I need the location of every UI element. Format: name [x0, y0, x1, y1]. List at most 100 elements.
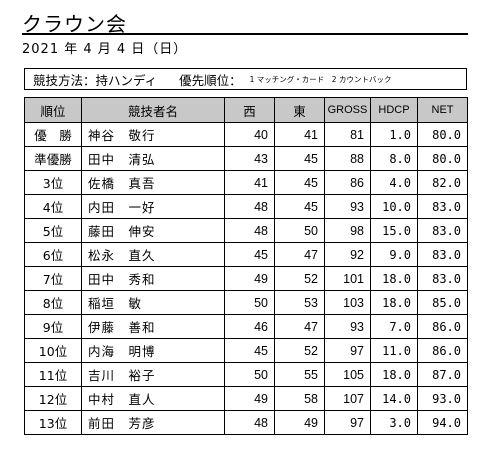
player-name-cell: 内田 一好 [81, 194, 225, 219]
east-score-cell: 53 [274, 290, 325, 315]
east-score-cell: 49 [274, 410, 325, 435]
player-name-cell: 藤田 伸安 [81, 218, 225, 243]
west-score-cell: 48 [224, 194, 275, 219]
handicap-cell: 18.0 [370, 266, 418, 291]
east-score-cell: 47 [274, 314, 325, 339]
rank-cell: 優 勝 [24, 122, 82, 147]
net-score-cell: 83.0 [417, 194, 468, 219]
player-name-cell: 中村 直人 [81, 386, 225, 411]
gross-score-cell: 107 [324, 386, 371, 411]
handicap-cell: 18.0 [370, 290, 418, 315]
handicap-cell: 11.0 [370, 338, 418, 363]
east-score-cell: 58 [274, 386, 325, 411]
west-score-cell: 49 [224, 386, 275, 411]
table-row: 12位 中村 直人 49 58 107 14.0 93.0 [24, 386, 468, 411]
west-score-cell: 50 [224, 362, 275, 387]
rank-cell: 11位 [24, 362, 82, 387]
handicap-cell: 9.0 [370, 242, 418, 267]
west-score-cell: 45 [224, 242, 275, 267]
header-gross: GROSS [324, 97, 371, 123]
west-score-cell: 48 [224, 410, 275, 435]
rank-cell: 準優勝 [24, 146, 82, 171]
header-net: NET [417, 97, 468, 123]
table-row: 5位 藤田 伸安 48 50 98 15.0 83.0 [24, 218, 468, 243]
table-row: 優 勝神谷 敬行 40 41 81 1.0 80.0 [24, 122, 468, 147]
handicap-cell: 1.0 [370, 122, 418, 147]
rank-cell: 12位 [24, 386, 82, 411]
east-score-cell: 50 [274, 218, 325, 243]
west-score-cell: 40 [224, 122, 275, 147]
player-name-cell: 伊藤 善和 [81, 314, 225, 339]
priority-detail: 1 マッチング・カード 2 カウントバック [249, 74, 392, 84]
gross-score-cell: 98 [324, 218, 371, 243]
handicap-cell: 3.0 [370, 410, 418, 435]
page-title: クラウン会 [22, 12, 127, 36]
player-name-cell: 田中 清弘 [81, 146, 225, 171]
gross-score-cell: 97 [324, 410, 371, 435]
handicap-cell: 7.0 [370, 314, 418, 339]
west-score-cell: 49 [224, 266, 275, 291]
handicap-cell: 10.0 [370, 194, 418, 219]
player-name-cell: 松永 直久 [81, 242, 225, 267]
rank-cell: 13位 [24, 410, 82, 435]
west-score-cell: 46 [224, 314, 275, 339]
gross-score-cell: 88 [324, 146, 371, 171]
net-score-cell: 87.0 [417, 362, 468, 387]
header-east: 東 [274, 97, 325, 123]
header-row: 順位 競技者名 西 東 GROSS HDCP NET [24, 97, 468, 123]
event-date: 2021 年 4 月 4 日（日） [22, 42, 188, 57]
rank-cell: 7位 [24, 266, 82, 291]
west-score-cell: 50 [224, 290, 275, 315]
gross-score-cell: 105 [324, 362, 371, 387]
header-rank: 順位 [24, 97, 82, 123]
table-row: 9位 伊藤 善和 46 47 93 7.0 86.0 [24, 314, 468, 339]
rank-cell: 9位 [24, 314, 82, 339]
east-score-cell: 45 [274, 146, 325, 171]
table-row: 準優勝 田中 清弘 43 45 88 8.0 80.0 [24, 146, 468, 171]
header-hdcp: HDCP [370, 97, 418, 123]
rank-cell: 4位 [24, 194, 82, 219]
rank-cell: 5位 [24, 218, 82, 243]
table-row: 7位 田中 秀和 49 52 101 18.0 83.0 [24, 266, 468, 291]
east-score-cell: 47 [274, 242, 325, 267]
net-score-cell: 86.0 [417, 314, 468, 339]
west-score-cell: 48 [224, 218, 275, 243]
net-score-cell: 83.0 [417, 266, 468, 291]
handicap-cell: 18.0 [370, 362, 418, 387]
competition-method-box: 競技方法：持ハンディ 優先順位： 1 マッチング・カード 2 カウントバック [24, 68, 467, 90]
west-score-cell: 45 [224, 338, 275, 363]
rank-cell: 10位 [24, 338, 82, 363]
player-name-cell: 吉川 裕子 [81, 362, 225, 387]
net-score-cell: 82.0 [417, 170, 468, 195]
gross-score-cell: 97 [324, 338, 371, 363]
east-score-cell: 45 [274, 194, 325, 219]
method-label: 競技方法：持ハンディ [33, 72, 158, 88]
gross-score-cell: 86 [324, 170, 371, 195]
handicap-cell: 14.0 [370, 386, 418, 411]
header-west: 西 [224, 97, 275, 123]
net-score-cell: 93.0 [417, 386, 468, 411]
rank-cell: 8位 [24, 290, 82, 315]
player-name-cell: 佐橋 真吾 [81, 170, 225, 195]
gross-score-cell: 93 [324, 314, 371, 339]
east-score-cell: 41 [274, 122, 325, 147]
handicap-cell: 8.0 [370, 146, 418, 171]
handicap-cell: 15.0 [370, 218, 418, 243]
table-row: 4位 内田 一好 48 45 93 10.0 83.0 [24, 194, 468, 219]
rank-cell: 3位 [24, 170, 82, 195]
table-row: 10位 内海 明博 45 52 97 11.0 86.0 [24, 338, 468, 363]
net-score-cell: 94.0 [417, 410, 468, 435]
east-score-cell: 45 [274, 170, 325, 195]
table-row: 6位 松永 直久 45 47 92 9.0 83.0 [24, 242, 468, 267]
table-row: 13位 前田 芳彦 48 49 97 3.0 94.0 [24, 410, 468, 435]
table-row: 11位 吉川 裕子 50 55 105 18.0 87.0 [24, 362, 468, 387]
gross-score-cell: 103 [324, 290, 371, 315]
priority-label: 優先順位： [179, 72, 242, 88]
gross-score-cell: 101 [324, 266, 371, 291]
east-score-cell: 52 [274, 266, 325, 291]
gross-score-cell: 92 [324, 242, 371, 267]
header-name: 競技者名 [81, 97, 225, 123]
player-name-cell: 田中 秀和 [81, 266, 225, 291]
player-name-cell: 内海 明博 [81, 338, 225, 363]
table-row: 3位 佐橋 真吾 41 45 86 4.0 82.0 [24, 170, 468, 195]
